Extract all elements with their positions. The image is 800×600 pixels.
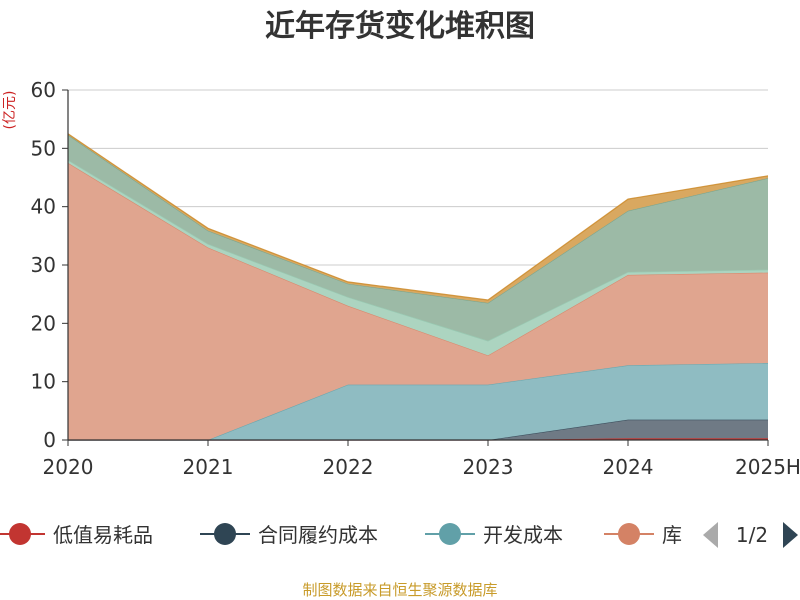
legend-marker — [214, 523, 236, 545]
x-tick-label: 2020 — [43, 455, 94, 479]
y-tick-labels: 0 10 20 30 40 50 60 — [31, 78, 56, 452]
x-tick-labels: 2020 2021 2022 2023 2024 2025H — [43, 440, 800, 479]
legend-marker — [618, 523, 640, 545]
area-series-5 — [68, 134, 768, 341]
area-series — [67, 133, 769, 441]
x-tick-label: 2025H — [735, 455, 800, 479]
legend-item[interactable]: 合同履约成本 — [200, 523, 378, 547]
chart-title: 近年存货变化堆积图 — [265, 9, 535, 44]
legend-item[interactable]: 低值易耗品 — [0, 523, 153, 547]
x-tick-label: 2024 — [603, 455, 654, 479]
x-tick-label: 2021 — [183, 455, 234, 479]
legend-marker — [9, 523, 31, 545]
area-series-3 — [68, 162, 768, 440]
y-tick-label: 60 — [31, 78, 56, 102]
series-line-6 — [67, 133, 769, 301]
legend: 低值易耗品 合同履约成本 开发成本 库 — [0, 523, 682, 547]
axes — [67, 90, 768, 441]
legend-label: 开发成本 — [483, 523, 563, 547]
legend-prev-icon[interactable] — [703, 522, 718, 548]
legend-pager: 1/2 — [703, 522, 798, 548]
y-tick-label: 10 — [31, 370, 56, 394]
legend-page-indicator: 1/2 — [736, 523, 768, 547]
x-tick-label: 2022 — [323, 455, 374, 479]
legend-label: 合同履约成本 — [258, 523, 378, 547]
y-tick-label: 40 — [31, 195, 56, 219]
y-tick-label: 0 — [43, 428, 56, 452]
legend-label: 库 — [662, 523, 682, 547]
area-series-2 — [68, 363, 768, 440]
legend-next-icon[interactable] — [783, 522, 798, 548]
y-tick-label: 50 — [31, 136, 56, 160]
x-tick-label: 2023 — [463, 455, 514, 479]
y-tick-label: 30 — [31, 253, 56, 277]
legend-item[interactable]: 库 — [604, 523, 682, 547]
legend-label: 低值易耗品 — [53, 523, 153, 547]
y-tick-label: 20 — [31, 311, 56, 335]
y-axis-unit: (亿元) — [2, 91, 18, 130]
legend-item[interactable]: 开发成本 — [425, 523, 563, 547]
source-note: 制图数据来自恒生聚源数据库 — [302, 581, 497, 599]
legend-marker — [439, 523, 461, 545]
